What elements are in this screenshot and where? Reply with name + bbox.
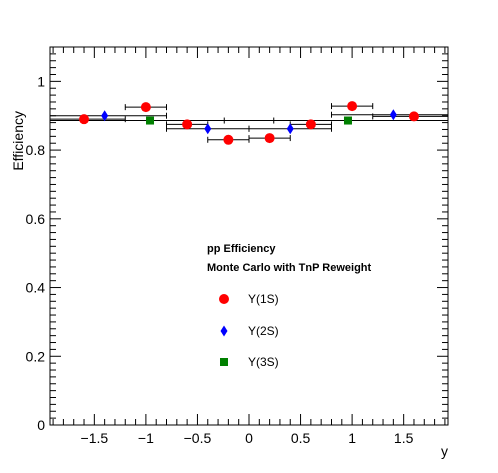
y-tick-label: 0.2 [26,348,46,364]
x-tick-label: −1.5 [81,430,109,446]
error-bars [50,103,448,143]
x-tick-label: −0.5 [184,430,212,446]
data-point [140,102,151,113]
x-tick-label: 1.5 [394,430,414,446]
legend-marker [220,325,228,337]
data-point [204,123,212,135]
x-tick-label: −1 [138,430,154,446]
x-axis-ticks: −1.5 −1 −0.5 0 0.5 1 1.5 [52,47,446,446]
data-point [79,114,90,125]
data-point [264,133,275,144]
data-point [223,134,234,145]
legend-label: Υ(2S) [248,324,279,338]
legend: Υ(1S) Υ(2S) Υ(3S) [219,292,279,369]
legend-marker [220,358,228,366]
y-axis-title: Efficiency [10,111,26,171]
x-tick-label: 1 [348,430,356,446]
x-axis-title: y [441,443,448,459]
y-tick-label: 0 [37,417,45,433]
data-point [389,109,397,121]
y-tick-label: 1 [37,73,45,89]
y-tick-label: 0.8 [26,142,46,158]
legend-marker [219,294,229,304]
x-tick-label: 0.5 [291,430,311,446]
data-point [146,116,155,125]
data-point [286,123,294,135]
legend-header-line-2: Monte Carlo with TnP Reweight [207,262,372,274]
data-point [408,111,419,122]
data-markers [79,101,419,145]
data-point [305,119,316,130]
legend-label: Υ(3S) [248,355,279,369]
y-tick-label: 0.4 [26,280,46,296]
y-axis-ticks: 0 0.2 0.4 0.6 0.8 1 [26,46,448,433]
data-point [182,119,193,130]
legend-header-line-1: pp Efficiency [207,243,276,255]
legend-label: Υ(1S) [248,292,279,306]
data-point [101,110,109,122]
data-point [347,101,358,112]
data-point [343,116,352,125]
y-tick-label: 0.6 [26,211,46,227]
x-tick-label: 0 [245,430,253,446]
